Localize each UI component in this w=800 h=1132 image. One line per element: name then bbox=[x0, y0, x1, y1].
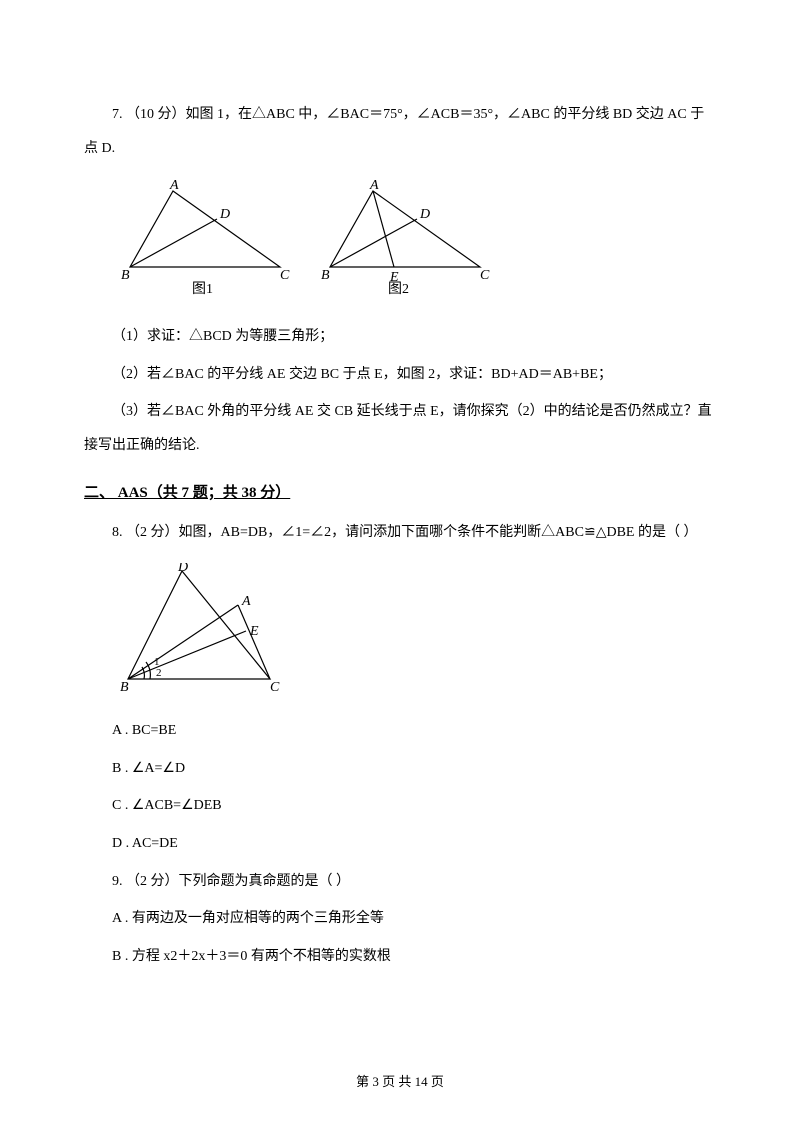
fig2-label-d: D bbox=[419, 207, 430, 222]
q8-label-a: A bbox=[241, 594, 251, 609]
fig1-label-d: D bbox=[219, 207, 230, 222]
q9-option-b: B . 方程 x2＋2x＋3＝0 有两个不相等的实数根 bbox=[84, 940, 716, 974]
q7-part1: （1）求证：△BCD 为等腰三角形； bbox=[84, 320, 716, 354]
q7-stem: 7. （10 分）如图 1，在△ABC 中，∠BAC＝75°，∠ACB＝35°，… bbox=[84, 98, 716, 165]
fig1-label-c: C bbox=[280, 268, 290, 283]
fig1-caption: 图1 bbox=[192, 282, 213, 297]
q8-label-d: D bbox=[177, 563, 188, 575]
fig1-label-a: A bbox=[169, 179, 179, 193]
q8-option-c: C . ∠ACB=∠DEB bbox=[84, 789, 716, 823]
q7-part2: （2）若∠BAC 的平分线 AE 交边 BC 于点 E，如图 2，求证：BD+A… bbox=[84, 358, 716, 392]
q7-part3: （3）若∠BAC 外角的平分线 AE 交 CB 延长线于点 E，请你探究（2）中… bbox=[84, 395, 716, 462]
q8-option-a: A . BC=BE bbox=[84, 714, 716, 748]
q8-label-e: E bbox=[249, 624, 259, 639]
fig2-caption: 图2 bbox=[388, 282, 409, 297]
q8-stem: 8. （2 分）如图，AB=DB，∠1=∠2，请问添加下面哪个条件不能判断△AB… bbox=[84, 516, 716, 550]
section-2-heading: 二、 AAS（共 7 题；共 38 分） bbox=[84, 481, 716, 502]
q8-label-b: B bbox=[120, 680, 129, 691]
q8-angle-2: 2 bbox=[156, 667, 162, 679]
q8-figure: D A E B C 1 2 bbox=[120, 563, 716, 696]
fig1-label-b: B bbox=[121, 268, 130, 283]
q9-option-a: A . 有两边及一角对应相等的两个三角形全等 bbox=[84, 902, 716, 936]
q8-option-b: B . ∠A=∠D bbox=[84, 752, 716, 786]
page-footer: 第 3 页 共 14 页 bbox=[0, 1071, 800, 1090]
fig2-label-c: C bbox=[480, 268, 490, 283]
q8-label-c: C bbox=[270, 680, 280, 691]
q9-stem: 9. （2 分）下列命题为真命题的是（ ） bbox=[84, 865, 716, 899]
q8-option-d: D . AC=DE bbox=[84, 827, 716, 861]
fig2-label-a: A bbox=[369, 179, 379, 193]
q7-figures: A D B C 图1 A D B C E 图2 bbox=[120, 179, 716, 304]
fig2-label-b: B bbox=[321, 268, 330, 283]
